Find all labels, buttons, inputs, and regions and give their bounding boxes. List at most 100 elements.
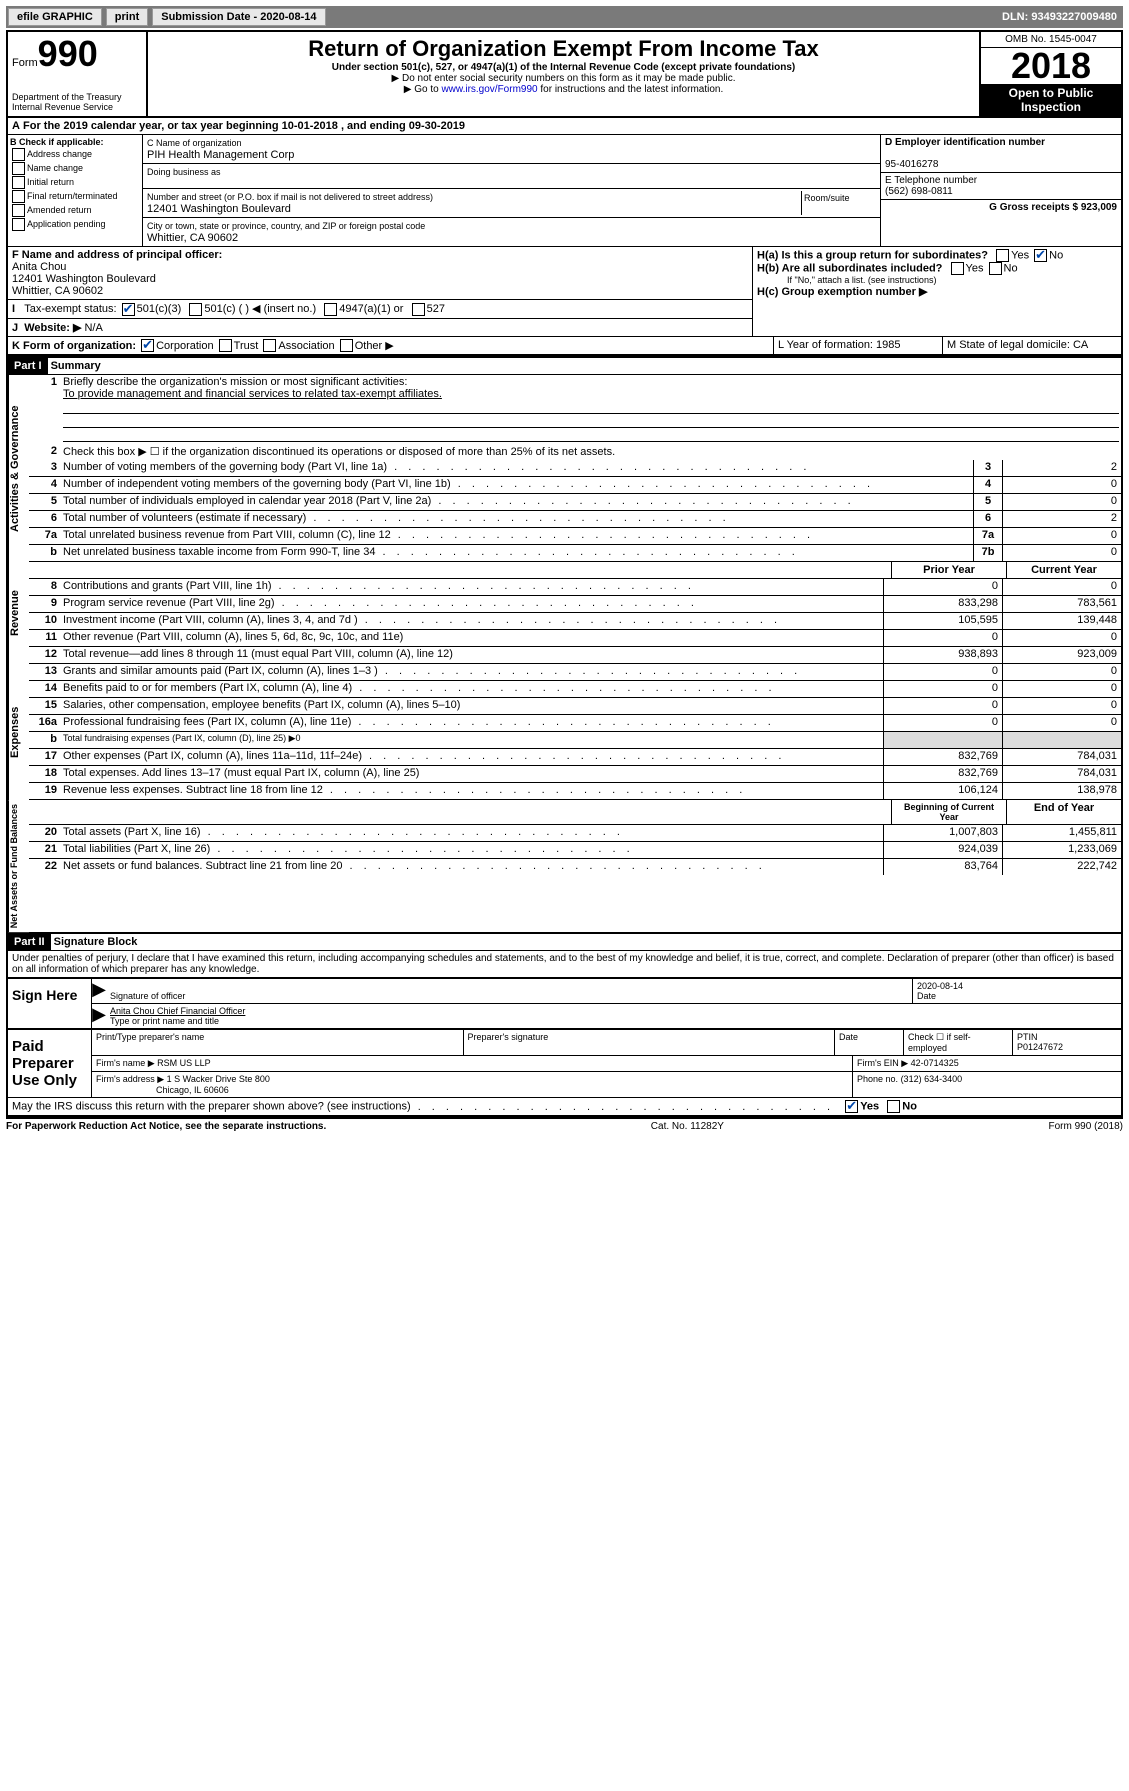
l16b-desc: Total fundraising expenses (Part IX, col…	[63, 733, 301, 743]
preparer-sig-label: Preparer's signature	[463, 1030, 835, 1055]
print-button[interactable]: print	[106, 8, 148, 26]
hb-yes-checkbox[interactable]	[951, 262, 964, 275]
l17-prior: 832,769	[883, 749, 1002, 765]
current-year-head: Current Year	[1006, 562, 1121, 578]
l20-curr: 1,455,811	[1002, 825, 1121, 841]
firm-addr: 1 S Wacker Drive Ste 800	[167, 1074, 270, 1084]
l4-val: 0	[1002, 477, 1121, 493]
part-ii-title: Signature Block	[54, 936, 138, 948]
org-name: PIH Health Management Corp	[147, 149, 294, 161]
g-gross-receipts: G Gross receipts $ 923,009	[989, 202, 1117, 213]
4947-checkbox[interactable]	[324, 303, 337, 316]
website-label: Website: ▶	[24, 322, 81, 334]
paid-preparer-label: Paid Preparer Use Only	[8, 1030, 91, 1097]
l20-desc: Total assets (Part X, line 16)	[63, 826, 201, 838]
street-address: 12401 Washington Boulevard	[147, 203, 291, 215]
corp-checkbox[interactable]	[141, 339, 154, 352]
preparer-name-label: Print/Type preparer's name	[92, 1030, 463, 1055]
form990-link[interactable]: www.irs.gov/Form990	[441, 84, 537, 95]
officer-city: Whittier, CA 90602	[12, 285, 103, 297]
l11-desc: Other revenue (Part VIII, column (A), li…	[63, 631, 403, 643]
l7a-desc: Total unrelated business revenue from Pa…	[63, 529, 391, 541]
form-title: Return of Organization Exempt From Incom…	[152, 36, 975, 62]
l8-desc: Contributions and grants (Part VIII, lin…	[63, 580, 272, 592]
dba-label: Doing business as	[147, 167, 221, 177]
submission-badge: Submission Date - 2020-08-14	[152, 8, 325, 26]
paperwork-notice: For Paperwork Reduction Act Notice, see …	[6, 1121, 326, 1132]
l15-desc: Salaries, other compensation, employee b…	[63, 699, 460, 711]
l1-desc: Briefly describe the organization's miss…	[63, 376, 407, 388]
hb-label: H(b) Are all subordinates included?	[757, 262, 942, 274]
firm-ein: 42-0714325	[911, 1058, 959, 1068]
l14-desc: Benefits paid to or for members (Part IX…	[63, 682, 352, 694]
ein-value: 95-4016278	[885, 159, 938, 170]
d-ein-label: D Employer identification number	[885, 137, 1045, 148]
form-word: Form	[12, 57, 38, 69]
hb-no-checkbox[interactable]	[989, 262, 1002, 275]
ha-yes-checkbox[interactable]	[996, 249, 1009, 262]
room-label: Room/suite	[801, 191, 876, 215]
sign-here-label: Sign Here	[8, 979, 91, 1028]
501c-checkbox[interactable]	[189, 303, 202, 316]
l18-prior: 832,769	[883, 766, 1002, 782]
l9-curr: 783,561	[1002, 596, 1121, 612]
addr-label: Number and street (or P.O. box if mail i…	[147, 192, 433, 202]
form-number: 990	[38, 33, 98, 74]
officer-sig-name: Anita Chou Chief Financial Officer	[110, 1006, 245, 1016]
subtitle-3-pre: ▶ Go to	[404, 84, 442, 95]
assoc-checkbox[interactable]	[263, 339, 276, 352]
501c3-checkbox[interactable]	[122, 303, 135, 316]
c-name-label: C Name of organization	[147, 138, 242, 148]
l6-val: 2	[1002, 511, 1121, 527]
l16a-desc: Professional fundraising fees (Part IX, …	[63, 716, 351, 728]
self-employed-label: Check ☐ if self-employed	[903, 1030, 1012, 1055]
final-return-checkbox[interactable]	[12, 190, 25, 203]
subtitle-1: Under section 501(c), 527, or 4947(a)(1)…	[152, 62, 975, 73]
f-officer-label: F Name and address of principal officer:	[12, 249, 222, 261]
app-pending-checkbox[interactable]	[12, 218, 25, 231]
initial-return-checkbox[interactable]	[12, 176, 25, 189]
m-state: M State of legal domicile: CA	[942, 337, 1121, 355]
l13-curr: 0	[1002, 664, 1121, 680]
amended-checkbox[interactable]	[12, 204, 25, 217]
l16a-curr: 0	[1002, 715, 1121, 731]
l14-curr: 0	[1002, 681, 1121, 697]
l5-desc: Total number of individuals employed in …	[63, 495, 431, 507]
hb-note: If "No," attach a list. (see instruction…	[757, 275, 1117, 285]
firm-phone: (312) 634-3400	[901, 1074, 963, 1084]
discuss-yes-checkbox[interactable]	[845, 1100, 858, 1113]
efile-button[interactable]: efile GRAPHIC	[8, 8, 102, 26]
name-change-checkbox[interactable]	[12, 162, 25, 175]
l13-desc: Grants and similar amounts paid (Part IX…	[63, 665, 378, 677]
dln-label: DLN: 93493227009480	[1002, 11, 1121, 23]
l20-prior: 1,007,803	[883, 825, 1002, 841]
l17-desc: Other expenses (Part IX, column (A), lin…	[63, 750, 362, 762]
l5-val: 0	[1002, 494, 1121, 510]
l4-desc: Number of independent voting members of …	[63, 478, 451, 490]
city-label: City or town, state or province, country…	[147, 221, 425, 231]
l10-curr: 139,448	[1002, 613, 1121, 629]
hc-label: H(c) Group exemption number ▶	[757, 286, 927, 298]
l19-curr: 138,978	[1002, 783, 1121, 799]
side-revenue: Revenue	[8, 562, 29, 664]
l19-desc: Revenue less expenses. Subtract line 18 …	[63, 784, 323, 796]
l8-curr: 0	[1002, 579, 1121, 595]
side-activities: Activities & Governance	[8, 375, 29, 562]
l7a-val: 0	[1002, 528, 1121, 544]
l14-prior: 0	[883, 681, 1002, 697]
ha-no-checkbox[interactable]	[1034, 249, 1047, 262]
address-change-checkbox[interactable]	[12, 148, 25, 161]
firm-city: Chicago, IL 60606	[156, 1085, 229, 1095]
l13-prior: 0	[883, 664, 1002, 680]
prior-year-head: Prior Year	[891, 562, 1006, 578]
l22-curr: 222,742	[1002, 859, 1121, 875]
discuss-no-checkbox[interactable]	[887, 1100, 900, 1113]
l21-prior: 924,039	[883, 842, 1002, 858]
discuss-question: May the IRS discuss this return with the…	[12, 1101, 411, 1113]
section-b: B Check if applicable: Address change Na…	[8, 135, 143, 246]
l-year: L Year of formation: 1985	[773, 337, 942, 355]
trust-checkbox[interactable]	[219, 339, 232, 352]
527-checkbox[interactable]	[412, 303, 425, 316]
k-label: K Form of organization:	[12, 340, 136, 352]
other-checkbox[interactable]	[340, 339, 353, 352]
